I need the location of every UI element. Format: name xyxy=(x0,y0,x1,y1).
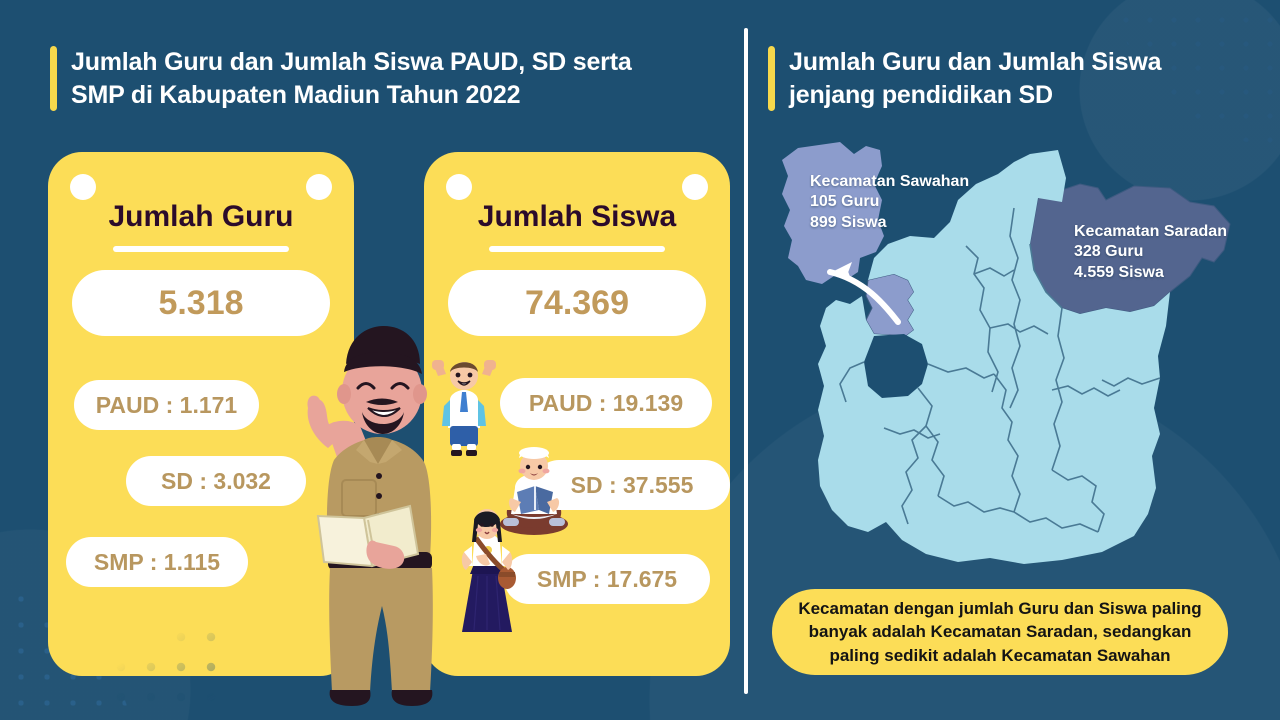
title-accent-bar xyxy=(768,46,775,111)
map-label-saradan-name: Kecamatan Saradan xyxy=(1074,223,1227,240)
stat-pill-siswa-smp: SMP : 17.675 xyxy=(504,554,710,604)
stat-pill-siswa-paud: PAUD : 19.139 xyxy=(500,378,712,428)
right-title-text: Jumlah Guru dan Jumlah Siswa jenjang pen… xyxy=(789,48,1162,109)
card-total-guru: 5.318 xyxy=(72,270,330,336)
map-label-saradan-guru: 328 Guru xyxy=(1074,243,1144,261)
map-region-sawahan-callout[interactable] xyxy=(782,142,884,284)
map-label-sawahan-siswa: 899 Siswa xyxy=(810,213,887,231)
map-label-sawahan-name: Kecamatan Sawahan xyxy=(810,173,970,190)
map-district-boundaries xyxy=(839,207,1161,533)
left-title-text: Jumlah Guru dan Jumlah Siswa PAUD, SD se… xyxy=(71,48,632,109)
map-label-sawahan: Kecamatan Sawahan 105 Guru 899 Siswa xyxy=(810,172,969,233)
map-summary-note-text: Kecamatan dengan jumlah Guru dan Siswa p… xyxy=(798,598,1202,665)
card-hole-right-icon xyxy=(306,174,332,200)
left-section-title: Jumlah Guru dan Jumlah Siswa PAUD, SD se… xyxy=(50,46,710,111)
boy-reading-illustration xyxy=(500,447,568,535)
card-hole-left-icon xyxy=(446,174,472,200)
card-total-siswa: 74.369 xyxy=(448,270,706,336)
stat-pill-siswa-sd: SD : 37.555 xyxy=(534,460,730,510)
map-region-dark-inset[interactable] xyxy=(864,334,928,398)
card-dot-decoration xyxy=(106,622,236,720)
card-title-siswa: Jumlah Siswa xyxy=(477,200,677,233)
vertical-divider xyxy=(744,28,748,694)
map-label-sawahan-guru: 105 Guru xyxy=(810,193,880,211)
card-hole-left-icon xyxy=(70,174,96,200)
card-underline xyxy=(113,246,289,252)
stat-pill-guru-sd: SD : 3.032 xyxy=(126,456,306,506)
schoolboy-illustration xyxy=(432,360,496,456)
map-label-saradan-siswa: 4.559 Siswa xyxy=(1074,263,1164,281)
stat-pill-guru-smp: SMP : 1.115 xyxy=(66,537,248,587)
stat-pill-guru-paud: PAUD : 1.171 xyxy=(74,380,259,430)
card-underline xyxy=(489,246,665,252)
card-hole-right-icon xyxy=(682,174,708,200)
map-body[interactable] xyxy=(818,150,1170,564)
teacher-illustration xyxy=(307,326,433,706)
schoolgirl-illustration xyxy=(461,509,516,632)
title-accent-bar xyxy=(50,46,57,111)
kabupaten-madiun-map[interactable] xyxy=(762,140,1262,570)
map-callout-arrow-icon xyxy=(827,262,901,325)
map-summary-note: Kecamatan dengan jumlah Guru dan Siswa p… xyxy=(772,589,1228,675)
map-label-saradan: Kecamatan Saradan 328 Guru 4.559 Siswa xyxy=(1074,222,1227,283)
right-section-title: Jumlah Guru dan Jumlah Siswa jenjang pen… xyxy=(768,46,1238,111)
card-title-guru: Jumlah Guru xyxy=(108,200,294,233)
